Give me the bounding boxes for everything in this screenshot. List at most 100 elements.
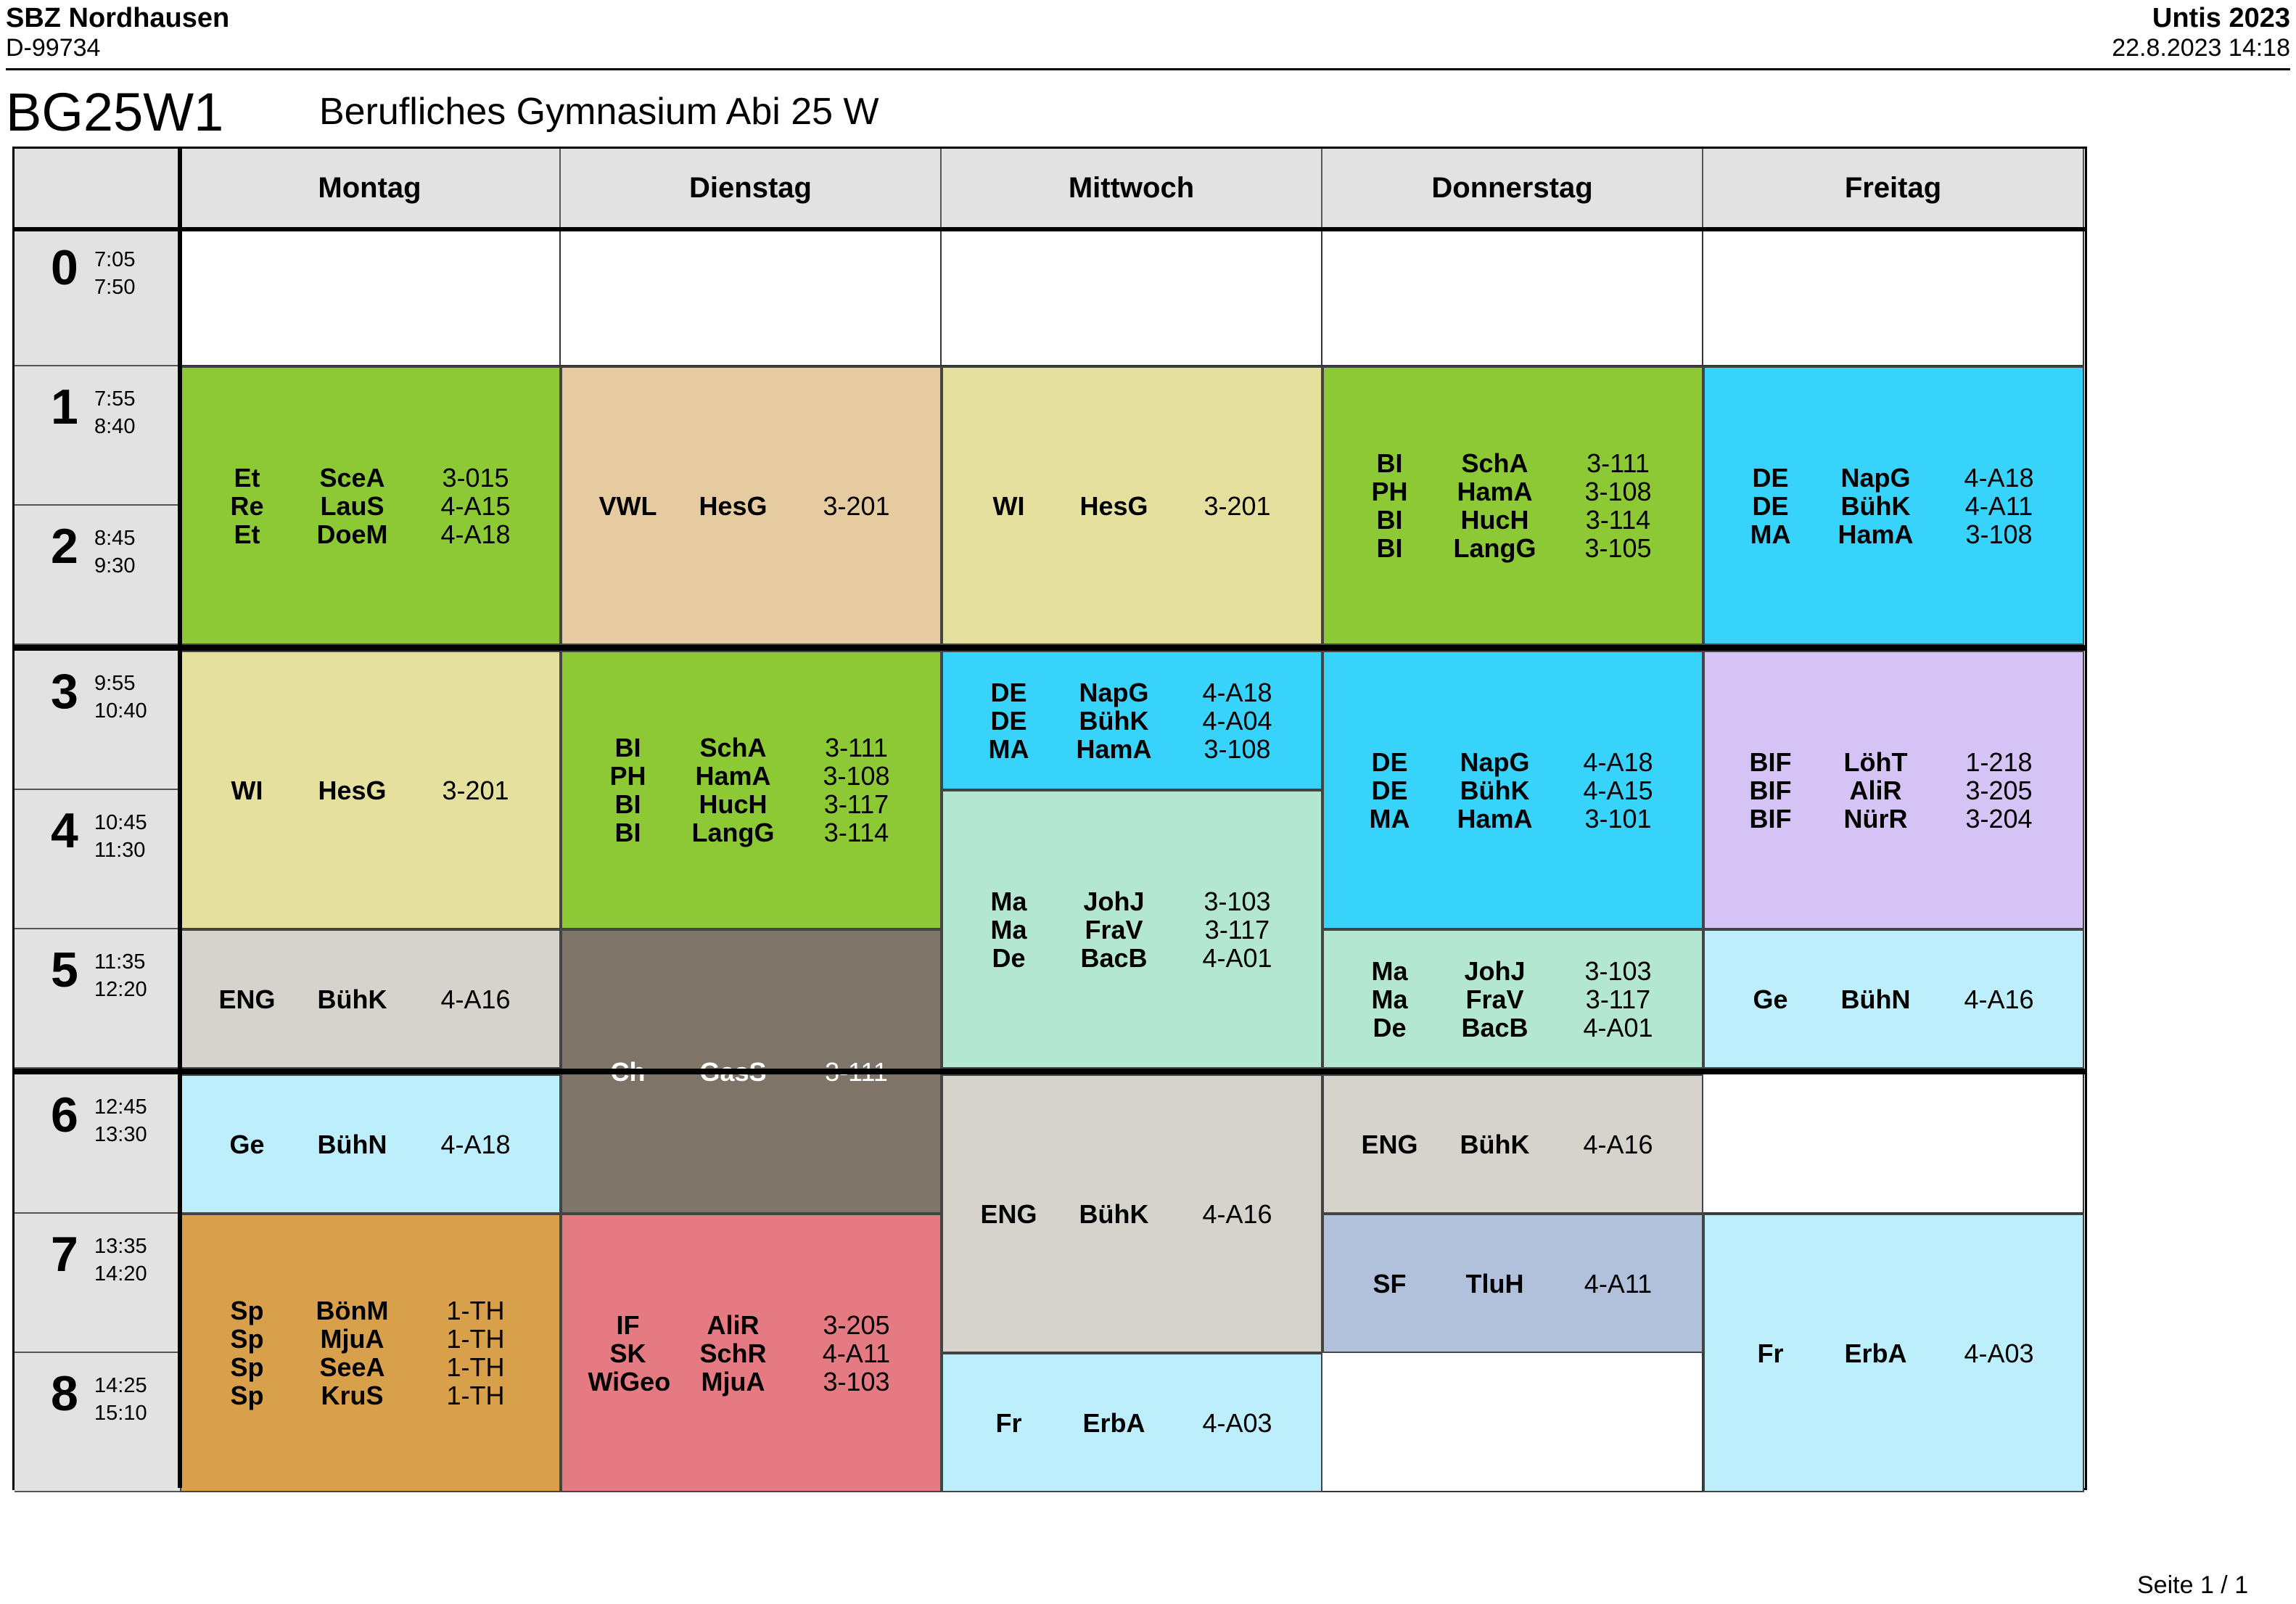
- lesson-teacher: TluH: [1465, 1268, 1524, 1299]
- lesson-subject: De: [1373, 1012, 1407, 1042]
- lesson-block[interactable]: Ge BühN 4-A18: [180, 1074, 561, 1214]
- lesson-subject: Et: [234, 519, 260, 549]
- lesson-block[interactable]: BI SchA 3-111 PH HamA 3-108 BI HucH 3-117 BI LangG…: [561, 651, 942, 929]
- lesson-row: PH HamA 3-108: [588, 762, 915, 790]
- lesson-block[interactable]: Ma JohJ 3-103 Ma FraV 3-117 De BacB 4-A01: [1322, 929, 1703, 1069]
- lesson-room: 3-205: [823, 1309, 890, 1340]
- period-end: 11:30: [94, 839, 146, 862]
- lesson-row: DE BühK 4-A04: [969, 707, 1296, 735]
- lesson-row: Re LauS 4-A15: [207, 492, 534, 520]
- lesson-room: 4-A18: [1964, 462, 2034, 493]
- lesson-room: 4-A16: [1583, 1129, 1653, 1159]
- lesson-teacher: MjuA: [701, 1366, 765, 1397]
- period-cell: 2 8:45 9:30: [15, 506, 180, 645]
- lesson-row: ENG BühK 4-A16: [1350, 1130, 1676, 1159]
- lesson-block[interactable]: Et SceA 3-015 Re LauS 4-A15 Et DoeM 4-A18: [180, 366, 561, 645]
- period-time: 7:55 8:40: [94, 385, 135, 440]
- lesson-teacher: BühK: [1460, 775, 1530, 805]
- timetable-grid: Montag Dienstag Mittwoch Donnerstag Freitag 0…: [12, 147, 2087, 1492]
- lesson-room: 3-105: [1584, 533, 1652, 563]
- lesson-block[interactable]: ENG BühK 4-A16: [180, 929, 561, 1069]
- lesson-teacher: BühK: [1840, 490, 1911, 521]
- period-start: 10:45: [94, 811, 147, 834]
- day-header: Dienstag: [561, 149, 942, 230]
- lesson-block[interactable]: BIF LöhT 1-218 BIF AliR 3-205 BIF NürR 3-204: [1703, 651, 2084, 929]
- lesson-teacher: SchA: [1461, 448, 1528, 478]
- lesson-room: 4-A11: [1584, 1268, 1653, 1299]
- lesson-room: 4-A11: [1964, 490, 2033, 521]
- school-name: SBZ Nordhausen: [6, 3, 230, 33]
- lesson-row: Sp MjuA 1-TH: [207, 1325, 534, 1353]
- period-end: 8:40: [94, 415, 136, 438]
- lesson-row: IF AliR 3-205: [588, 1311, 915, 1339]
- lesson-room: 3-103: [823, 1366, 890, 1397]
- lesson-room: 3-117: [823, 789, 889, 819]
- empty-slot: [1322, 227, 1703, 366]
- lesson-subject: Fr: [1757, 1338, 1784, 1368]
- lesson-block[interactable]: VWL HesG 3-201: [561, 366, 942, 645]
- period-end: 10:40: [94, 699, 147, 723]
- period-start: 7:05: [94, 248, 136, 271]
- lesson-row: Ma FraV 3-117: [969, 916, 1296, 944]
- lesson-row: De BacB 4-A01: [969, 944, 1296, 972]
- lesson-subject: BI: [1376, 533, 1403, 563]
- lesson-subject: DE: [1752, 490, 1789, 521]
- lesson-block[interactable]: IF AliR 3-205 SK SchR 4-A11 WiGeo MjuA 3-103: [561, 1214, 942, 1492]
- lesson-teacher: NürR: [1843, 803, 1908, 834]
- lesson-row: DE NapG 4-A18: [1731, 464, 2057, 492]
- lesson-room: 4-A15: [1583, 775, 1653, 805]
- lesson-room: 3-117: [1585, 984, 1651, 1014]
- period-number: 8: [51, 1366, 78, 1421]
- lesson-subject: BIF: [1749, 775, 1792, 805]
- empty-slot: [1703, 227, 2084, 366]
- lesson-row: Sp KruS 1-TH: [207, 1381, 534, 1410]
- lesson-block[interactable]: DE NapG 4-A18 DE BühK 4-A04 MA HamA 3-108: [942, 651, 1322, 790]
- lesson-teacher: JohJ: [1083, 886, 1145, 916]
- lesson-teacher: BönM: [316, 1296, 389, 1325]
- period-number: 5: [51, 942, 78, 998]
- lesson-block[interactable]: SF TluH 4-A11: [1322, 1214, 1703, 1353]
- lesson-block[interactable]: Ge BühN 4-A16: [1703, 929, 2084, 1069]
- lesson-row: ENG BühK 4-A16: [969, 1200, 1296, 1228]
- period-time: 14:25 15:10: [94, 1372, 147, 1427]
- lesson-teacher: BühN: [317, 1129, 387, 1159]
- lesson-subject: MA: [988, 733, 1029, 764]
- lesson-block[interactable]: WI HesG 3-201: [180, 651, 561, 929]
- lesson-teacher: FraV: [1085, 914, 1143, 945]
- lesson-block[interactable]: WI HesG 3-201: [942, 366, 1322, 645]
- lesson-room: 1-TH: [446, 1381, 505, 1410]
- lesson-teacher: FraV: [1465, 984, 1524, 1014]
- lesson-block[interactable]: Fr ErbA 4-A03: [1703, 1214, 2084, 1492]
- lesson-room: 3-201: [1203, 490, 1271, 521]
- lesson-block[interactable]: Fr ErbA 4-A03: [942, 1353, 1322, 1492]
- empty-slot: [180, 227, 561, 366]
- period-cell: 3 9:55 10:40: [15, 651, 180, 790]
- lesson-row: DE NapG 4-A18: [969, 678, 1296, 707]
- period-end: 7:50: [94, 276, 136, 299]
- lesson-room: 4-A04: [1202, 705, 1272, 736]
- lesson-subject: WI: [992, 490, 1025, 521]
- lesson-block[interactable]: Ma JohJ 3-103 Ma FraV 3-117 De BacB 4-A01: [942, 790, 1322, 1069]
- lesson-row: SF TluH 4-A11: [1350, 1270, 1676, 1298]
- lesson-row: Fr ErbA 4-A03: [1731, 1339, 2057, 1367]
- lesson-row: VWL HesG 3-201: [588, 492, 915, 520]
- lesson-teacher: BühK: [1460, 1129, 1530, 1159]
- lesson-block[interactable]: ENG BühK 4-A16: [1322, 1074, 1703, 1214]
- lesson-block[interactable]: Sp BönM 1-TH Sp MjuA 1-TH Sp SeeA 1-TH Sp KruS 1-TH: [180, 1214, 561, 1492]
- period-end: 14:20: [94, 1262, 147, 1286]
- lesson-block[interactable]: BI SchA 3-111 PH HamA 3-108 BI HucH 3-114 BI LangG…: [1322, 366, 1703, 645]
- period-time: 10:45 11:30: [94, 809, 147, 864]
- lesson-room: 3-101: [1584, 803, 1652, 834]
- lesson-room: 3-205: [1965, 775, 2033, 805]
- lesson-block[interactable]: ENG BühK 4-A16: [942, 1074, 1322, 1353]
- lesson-subject: BI: [614, 733, 641, 762]
- lesson-teacher: NapG: [1840, 462, 1911, 493]
- day-header: Mittwoch: [942, 149, 1322, 230]
- program-name: Untis 2023: [2152, 3, 2290, 33]
- lesson-block[interactable]: DE NapG 4-A18 DE BühK 4-A11 MA HamA 3-108: [1703, 366, 2084, 645]
- lesson-teacher: KruS: [321, 1381, 384, 1410]
- block-separator: [15, 645, 2085, 651]
- lesson-teacher: LangG: [691, 818, 775, 847]
- lesson-block[interactable]: DE NapG 4-A18 DE BühK 4-A15 MA HamA 3-101: [1322, 651, 1703, 929]
- lesson-teacher: AliR: [707, 1309, 760, 1340]
